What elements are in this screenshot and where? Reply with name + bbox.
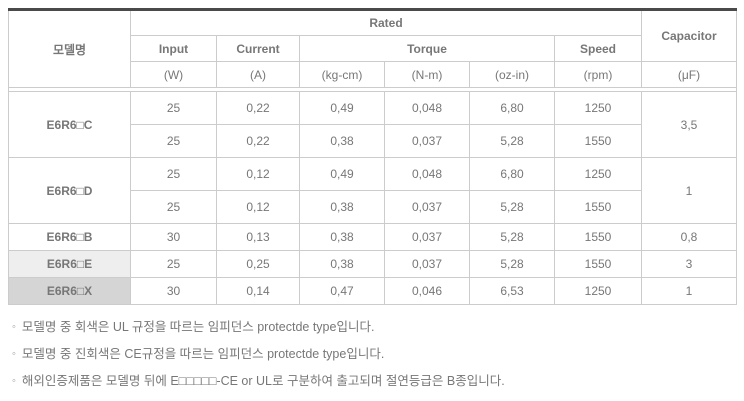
unit-ozin: (oz-in)	[469, 61, 555, 88]
value-cell: 0,49	[299, 157, 385, 191]
bullet-icon: ◦	[12, 375, 16, 387]
model-cell: E6R6□X	[8, 277, 131, 305]
footnote-text: 모델명 중 회색은 UL 규정을 따르는 임피던스 protectde type…	[21, 320, 375, 334]
value-cell: 0,037	[384, 190, 470, 224]
capacitor-cell: 1	[641, 157, 737, 224]
value-cell: 0,037	[384, 250, 470, 278]
value-cell: 0,048	[384, 91, 470, 125]
capacitor-cell: 1	[641, 277, 737, 305]
bullet-icon: ◦	[12, 321, 16, 333]
value-cell: 25	[130, 91, 217, 125]
unit-rpm: (rpm)	[554, 61, 642, 88]
rated-header: Rated	[130, 9, 642, 36]
unit-kgcm: (kg-cm)	[299, 61, 385, 88]
model-cell: E6R6□C	[8, 91, 131, 158]
capacitor-header: Capacitor	[641, 9, 737, 62]
value-cell: 25	[130, 190, 217, 224]
value-cell: 5,28	[469, 223, 555, 251]
table-row: E6R6□B 30 0,13 0,38 0,037 5,28 1550 0,8	[8, 223, 737, 251]
page: 모델명 Rated Capacitor Input Current Torque…	[8, 8, 737, 390]
unit-ampere: (A)	[216, 61, 300, 88]
model-column-header: 모델명	[8, 9, 131, 88]
header-row-2: Input Current Torque Speed	[9, 35, 737, 62]
value-cell: 0,046	[384, 277, 470, 305]
value-cell: 1550	[554, 223, 642, 251]
footnote: ◦ 모델명 중 회색은 UL 규정을 따르는 임피던스 protectde ty…	[10, 319, 734, 336]
value-cell: 0,14	[216, 277, 300, 305]
value-cell: 5,28	[469, 250, 555, 278]
footnote: ◦ 해외인증제품은 모델명 뒤에 E□□□□□-CE or UL로 구분하여 출…	[10, 373, 734, 390]
value-cell: 5,28	[469, 124, 555, 158]
value-cell: 30	[130, 277, 217, 305]
table-row: E6R6□D 25 0,12 0,49 0,048 6,80 1250 1	[8, 157, 737, 224]
value-cell: 30	[130, 223, 217, 251]
unit-nm: (N-m)	[384, 61, 470, 88]
speed-header: Speed	[554, 35, 642, 62]
value-cell: 0,22	[216, 124, 300, 158]
value-cell: 5,28	[469, 190, 555, 224]
value-cell: 1250	[554, 91, 642, 125]
table-row: E6R6□E 25 0,25 0,38 0,037 5,28 1550 3	[8, 250, 737, 278]
table-row: E6R6□X 30 0,14 0,47 0,046 6,53 1250 1	[8, 277, 737, 305]
value-cell: 25	[130, 250, 217, 278]
footnote-text: 모델명 중 진회색은 CE규정을 따르는 임피던스 protectde type…	[21, 347, 385, 361]
value-cell: 0,38	[299, 124, 385, 158]
model-cell: E6R6□B	[8, 223, 131, 251]
value-cell: 1550	[554, 250, 642, 278]
value-cell: 0,38	[299, 223, 385, 251]
model-cell: E6R6□D	[8, 157, 131, 224]
value-cell: 0,25	[216, 250, 300, 278]
current-header: Current	[216, 35, 300, 62]
footnote-text: 해외인증제품은 모델명 뒤에 E□□□□□-CE or UL로 구분하여 출고되…	[21, 374, 505, 388]
footnote: ◦ 모델명 중 진회색은 CE규정을 따르는 임피던스 protectde ty…	[10, 346, 734, 363]
value-cell: 0,048	[384, 157, 470, 191]
value-cell: 0,38	[299, 190, 385, 224]
capacitor-cell: 3	[641, 250, 737, 278]
table-header: 모델명 Rated Capacitor Input Current Torque…	[8, 9, 737, 88]
value-cell: 0,13	[216, 223, 300, 251]
header-row-1: 모델명 Rated Capacitor	[8, 9, 737, 88]
value-cell: 6,80	[469, 157, 555, 191]
value-cell: 0,037	[384, 223, 470, 251]
header-row-units: (W) (A) (kg-cm) (N-m) (oz-in) (rpm) (μF)	[9, 61, 737, 88]
unit-uf: (μF)	[641, 61, 737, 88]
value-cell: 1250	[554, 157, 642, 191]
value-cell: 25	[130, 157, 217, 191]
torque-header: Torque	[299, 35, 555, 62]
capacitor-cell: 0,8	[641, 223, 737, 251]
footnotes: ◦ 모델명 중 회색은 UL 규정을 따르는 임피던스 protectde ty…	[8, 305, 736, 390]
value-cell: 0,12	[216, 157, 300, 191]
value-cell: 0,037	[384, 124, 470, 158]
value-cell: 0,38	[299, 250, 385, 278]
value-cell: 6,80	[469, 91, 555, 125]
unit-watt: (W)	[130, 61, 217, 88]
table-row: E6R6□C 25 0,22 0,49 0,048 6,80 1250 3,5	[8, 91, 737, 158]
value-cell: 0,47	[299, 277, 385, 305]
value-cell: 0,49	[299, 91, 385, 125]
spec-table-body: E6R6□C 25 0,22 0,49 0,048 6,80 1250 3,5 25 0,22 0,…	[8, 87, 737, 305]
bullet-icon: ◦	[12, 348, 16, 360]
motor-spec-table: 모델명 Rated Capacitor Input Current Torque…	[8, 8, 737, 305]
value-cell: 0,22	[216, 91, 300, 125]
value-cell: 1250	[554, 277, 642, 305]
table-row: 25 0,12 0,38 0,037 5,28 1550	[9, 190, 737, 224]
value-cell: 1550	[554, 190, 642, 224]
value-cell: 6,53	[469, 277, 555, 305]
input-header: Input	[130, 35, 217, 62]
value-cell: 1550	[554, 124, 642, 158]
table-row: 25 0,22 0,38 0,037 5,28 1550	[9, 124, 737, 158]
capacitor-cell: 3,5	[641, 91, 737, 158]
model-cell: E6R6□E	[8, 250, 131, 278]
value-cell: 25	[130, 124, 217, 158]
value-cell: 0,12	[216, 190, 300, 224]
